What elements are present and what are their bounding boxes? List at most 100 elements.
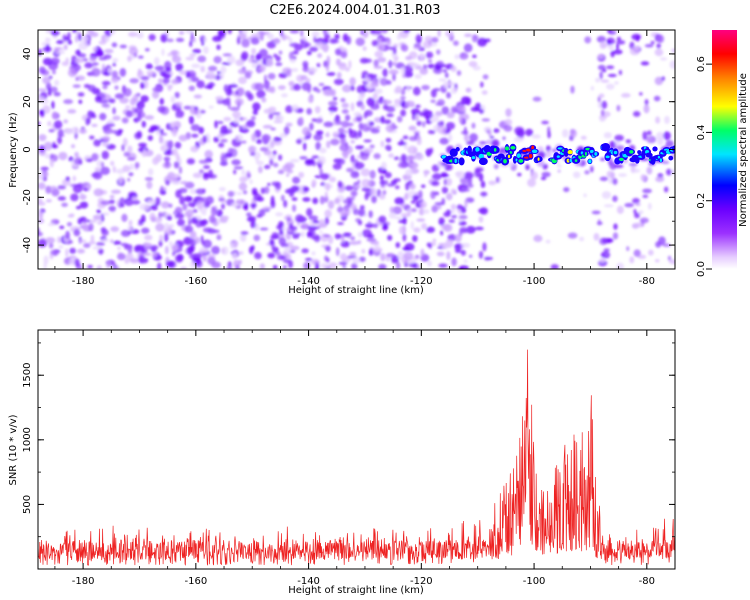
spectrogram-cell [370, 80, 379, 88]
spectrogram-cell [167, 140, 174, 149]
spectrogram-cell [212, 221, 219, 227]
spectrogram-cell [386, 113, 394, 118]
spectrogram-cell [144, 242, 153, 248]
spectrogram-cell [164, 222, 169, 229]
spectrogram-cell [426, 226, 435, 233]
spectrogram-cell [256, 139, 263, 144]
spectrogram-cell [661, 160, 670, 164]
spectrogram-cell [644, 99, 649, 106]
spectrogram-cell [161, 48, 165, 56]
spectrogram-cell [108, 205, 117, 212]
spectrogram-cell [427, 129, 436, 135]
spectrogram-cell [570, 129, 577, 138]
spectrogram-cell [662, 243, 671, 248]
spectrogram-cell [39, 144, 45, 153]
spectrogram-cell [189, 41, 193, 47]
spectrogram-cell [207, 256, 216, 265]
spectrogram-cell [392, 61, 397, 66]
spectrogram-cell [502, 136, 506, 141]
spectrogram-cell [382, 99, 392, 105]
spectrogram-cell [133, 52, 138, 58]
spectrogram-cell [241, 232, 247, 242]
spectrogram-cell [357, 179, 361, 185]
spectrogram-cell [358, 208, 366, 217]
spectrogram-cell [402, 246, 411, 251]
spectrogram-cell [463, 133, 470, 142]
spectrogram-cell [302, 60, 309, 68]
spectrogram-cell [190, 217, 198, 224]
spectrogram-cell [237, 68, 247, 75]
spectrogram-cell [437, 30, 441, 38]
spectrogram-cell [75, 205, 82, 210]
spectrogram-cell [117, 246, 121, 250]
spectrogram-cell [340, 136, 346, 145]
spectrogram-cell [358, 129, 362, 138]
spectrogram-cell [101, 80, 111, 86]
spectrogram-cell [432, 172, 442, 181]
spectrogram-cell [299, 156, 308, 160]
spectrogram-cell [664, 115, 670, 125]
spectrogram-cell [326, 257, 330, 263]
spectrogram-cell [182, 203, 188, 211]
colorbar-tick-label: 0.4 [696, 124, 707, 140]
spectrogram-cell [141, 151, 147, 158]
spectrogram-cell [49, 158, 55, 168]
spectrogram-cell [262, 124, 273, 129]
spectrogram-x-tick-label: -100 [523, 276, 546, 287]
spectrogram-cell [251, 61, 258, 69]
spectrogram-cell [361, 178, 371, 188]
spectrogram-cell [350, 170, 360, 179]
signal-cell [449, 148, 458, 157]
spectrogram-cell [115, 265, 120, 269]
spectrogram-cell [67, 31, 71, 41]
spectrogram-cell [371, 39, 379, 47]
spectrogram-cell [655, 259, 660, 263]
signal-cell [672, 145, 675, 153]
spectrogram-cell [320, 173, 330, 180]
spectrogram-cell [45, 30, 49, 34]
spectrogram-cell [153, 57, 160, 66]
spectrogram-cell [67, 109, 77, 114]
spectrogram-cell [111, 42, 118, 48]
spectrogram-cell [110, 189, 121, 194]
spectrogram-cell [329, 38, 337, 44]
spectrogram-cell [278, 169, 284, 174]
spectrogram-cell [599, 176, 609, 182]
spectrogram-cell [405, 168, 413, 177]
spectrogram-cell [354, 161, 365, 170]
spectrogram-cell [185, 30, 193, 35]
spectrogram-cell [227, 190, 235, 198]
spectrogram-cell [72, 175, 77, 182]
spectrogram-cell [127, 177, 131, 182]
spectrogram-cell [406, 86, 411, 93]
signal-peak-cell [454, 158, 457, 164]
spectrogram-cell [74, 127, 79, 132]
spectrogram-cell [38, 88, 48, 92]
spectrogram-cell [306, 207, 313, 217]
spectrogram-cell [262, 57, 266, 66]
spectrogram-cell [479, 108, 484, 114]
spectrogram-cell [54, 220, 60, 224]
spectrogram-cell [207, 65, 218, 72]
spectrogram-cell [292, 232, 302, 237]
spectrogram-cell [259, 147, 269, 152]
spectrogram-cell [654, 76, 664, 86]
spectrogram-cell [633, 212, 641, 219]
spectrogram-cell [640, 61, 650, 66]
signal-cell [645, 152, 653, 158]
spectrogram-cell [363, 112, 368, 119]
spectrogram-cell [446, 92, 452, 99]
spectrogram-cell [200, 197, 209, 203]
spectrogram-cell [404, 69, 412, 78]
spectrogram-cell [552, 148, 557, 153]
spectrogram-cell [434, 202, 444, 206]
spectrogram-cell [533, 234, 543, 243]
spectrogram-cell [287, 187, 297, 194]
spectrogram-cell [252, 109, 258, 116]
spectrogram-cell [324, 216, 329, 225]
spectrogram-cell [663, 131, 671, 141]
spectrogram-cell [643, 104, 650, 114]
spectrogram-cell [445, 122, 456, 130]
spectrogram-cell [231, 202, 239, 208]
spectrogram-cell [73, 229, 81, 237]
